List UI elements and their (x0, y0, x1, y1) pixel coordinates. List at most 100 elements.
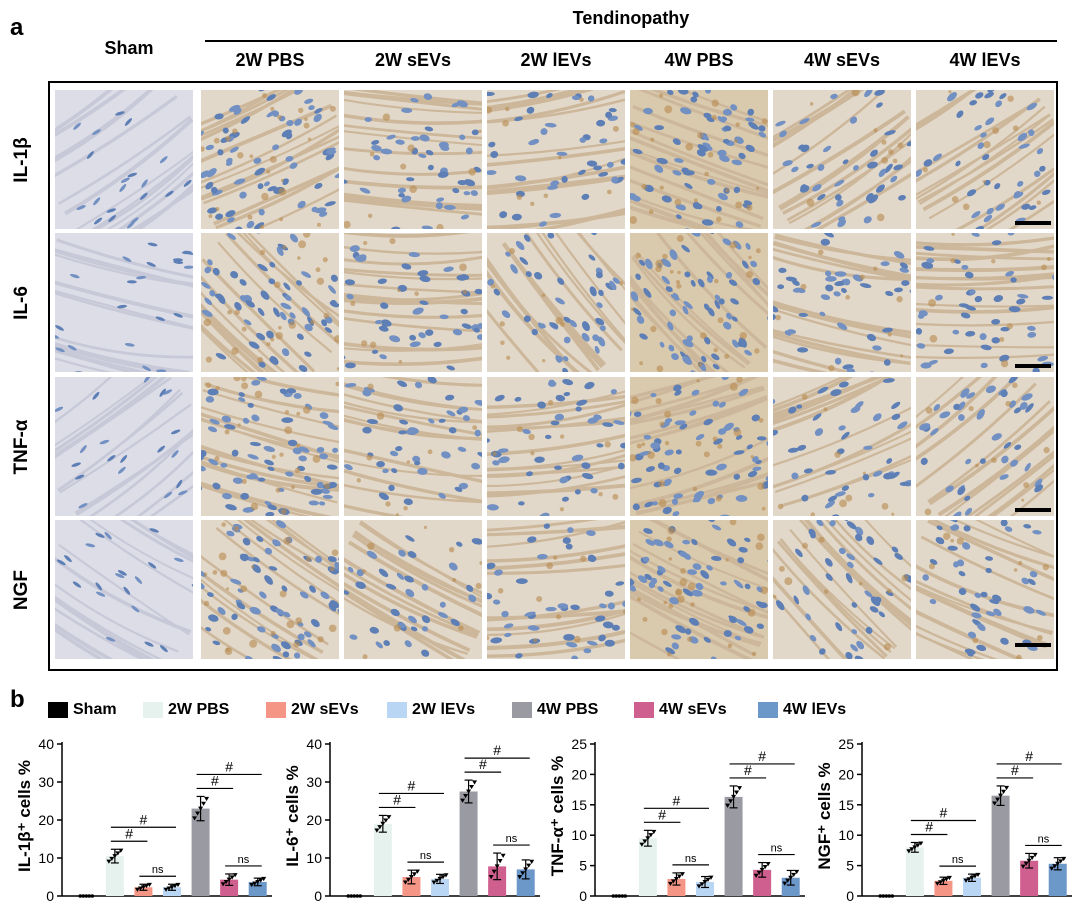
micrograph-tile (773, 90, 911, 229)
bar (105, 856, 124, 896)
data-point (788, 875, 794, 880)
data-point (782, 881, 788, 886)
micrograph-tile (201, 90, 339, 229)
data-point (912, 845, 918, 850)
data-point (667, 881, 673, 887)
data-point (648, 833, 654, 838)
bar (1048, 863, 1067, 896)
data-point (785, 878, 791, 883)
data-point (696, 884, 702, 889)
row-label: NGF (11, 569, 32, 610)
significance-label: # (758, 748, 766, 764)
significance-label: # (673, 792, 681, 808)
significance-label: # (479, 756, 487, 772)
micrograph-tile (916, 520, 1054, 659)
data-point (1058, 859, 1064, 864)
micrograph-tile (773, 233, 911, 372)
significance-label: # (225, 758, 233, 774)
legend-swatch (512, 702, 532, 718)
column-header: Sham (104, 38, 154, 58)
y-tick-label: 0 (846, 888, 854, 904)
data-point (753, 873, 759, 878)
legend-item: 4W lEVs (758, 700, 846, 720)
micrograph-tile (487, 377, 625, 516)
y-tick-label: 20 (38, 812, 54, 828)
bar (991, 795, 1010, 896)
significance-label: ns (685, 853, 697, 865)
y-tick-label: 30 (38, 774, 54, 790)
column-header: 4W sEVs (803, 50, 881, 70)
data-point (488, 875, 494, 880)
data-point (969, 875, 975, 880)
row-label: IL-6 (11, 285, 32, 320)
micrograph-tile (55, 233, 193, 372)
data-point (118, 848, 124, 853)
column-header: 2W sEVs (374, 50, 452, 70)
significance-label: # (140, 811, 148, 827)
legend-label: 2W sEVs (291, 701, 359, 718)
micrograph-tile (487, 233, 625, 372)
micrograph-tile (773, 520, 911, 659)
data-point (915, 843, 921, 848)
data-point (972, 874, 978, 879)
legend-item: Sham (48, 700, 117, 720)
data-point (434, 878, 440, 883)
data-point (258, 878, 264, 883)
data-point (249, 882, 255, 888)
bar (724, 796, 743, 896)
legend-label: 2W PBS (168, 701, 230, 718)
data-point (431, 880, 437, 885)
legend-label: 4W lEVs (783, 701, 847, 718)
data-point (134, 887, 140, 892)
bar (431, 878, 449, 896)
data-point (137, 886, 143, 891)
data-point (676, 874, 682, 879)
y-tick-label: 40 (38, 736, 54, 752)
legend-item: 4W sEVs (634, 700, 727, 720)
data-point (708, 875, 714, 880)
significance-label: ns (1038, 833, 1050, 845)
group-header-line (205, 40, 1057, 42)
bar (1020, 860, 1039, 896)
bar (934, 880, 953, 896)
data-point (642, 839, 648, 844)
data-point (143, 884, 149, 889)
micrograph-tile (630, 90, 768, 229)
micrograph-tile (344, 233, 482, 372)
bar (753, 869, 772, 896)
micrograph-tile (630, 233, 768, 372)
y-tick-label: 5 (579, 858, 587, 874)
y-tick-label: 30 (306, 774, 322, 790)
data-point (469, 784, 475, 790)
data-point (909, 847, 915, 852)
significance-label: # (940, 804, 948, 820)
data-point (702, 880, 708, 885)
bar (905, 847, 924, 896)
data-point (500, 853, 506, 858)
data-point (731, 794, 737, 800)
significance-label: # (658, 806, 666, 822)
y-tick-label: 10 (571, 827, 587, 843)
data-point (106, 859, 112, 864)
data-point (172, 884, 178, 889)
bar (373, 823, 392, 896)
column-header: 2W PBS (235, 50, 305, 70)
data-point (1023, 861, 1029, 866)
legend-label: 4W sEVs (659, 701, 727, 718)
significance-label: ns (152, 864, 164, 876)
scale-bar (1015, 221, 1051, 225)
significance-label: # (925, 818, 933, 834)
data-point (377, 825, 383, 830)
significance-label: # (1025, 748, 1033, 764)
data-point (966, 877, 972, 882)
legend-label: 2W lEVs (412, 701, 476, 718)
data-point (791, 872, 797, 878)
data-point (523, 867, 529, 872)
data-point (349, 894, 354, 898)
data-point (232, 873, 238, 878)
data-point (201, 801, 207, 806)
data-point (226, 877, 232, 882)
data-point (639, 842, 645, 847)
scale-bar (1015, 643, 1051, 647)
data-point (884, 894, 889, 898)
